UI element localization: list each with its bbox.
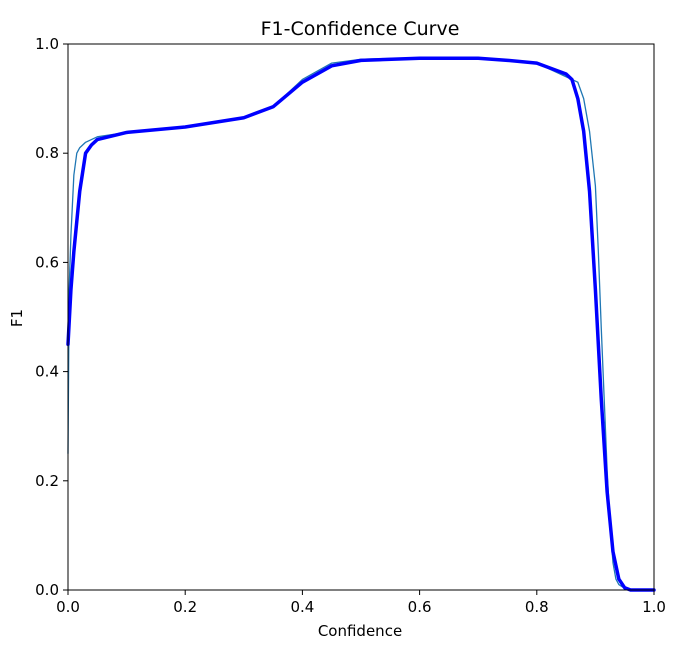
x-tick-label: 0.8 [525,598,549,616]
chart-title: F1-Confidence Curve [261,18,460,40]
y-tick-label: 0.6 [35,253,59,271]
y-tick-label: 0.0 [35,581,59,599]
series-line-class-0 [67,57,655,591]
x-axis-label: Confidence [318,622,402,640]
plot-frame [67,43,655,591]
y-axis-ticks: 0.0 0.2 0.4 0.6 0.8 1.0 [35,35,68,599]
y-tick-label: 0.2 [35,472,59,490]
y-tick-label: 0.8 [35,144,59,162]
plot-area [66,56,656,592]
series-line-all-classes [66,56,656,592]
y-tick-label: 0.4 [35,363,59,381]
x-tick-label: 0.4 [290,598,314,616]
x-tick-label: 0.2 [173,598,197,616]
x-tick-label: 1.0 [642,598,666,616]
y-tick-label: 1.0 [35,35,59,53]
x-axis-ticks: 0.0 0.2 0.4 0.6 0.8 1.0 [56,590,666,616]
x-tick-label: 0.0 [56,598,80,616]
x-tick-label: 0.6 [408,598,432,616]
y-axis-label: F1 [8,309,26,327]
